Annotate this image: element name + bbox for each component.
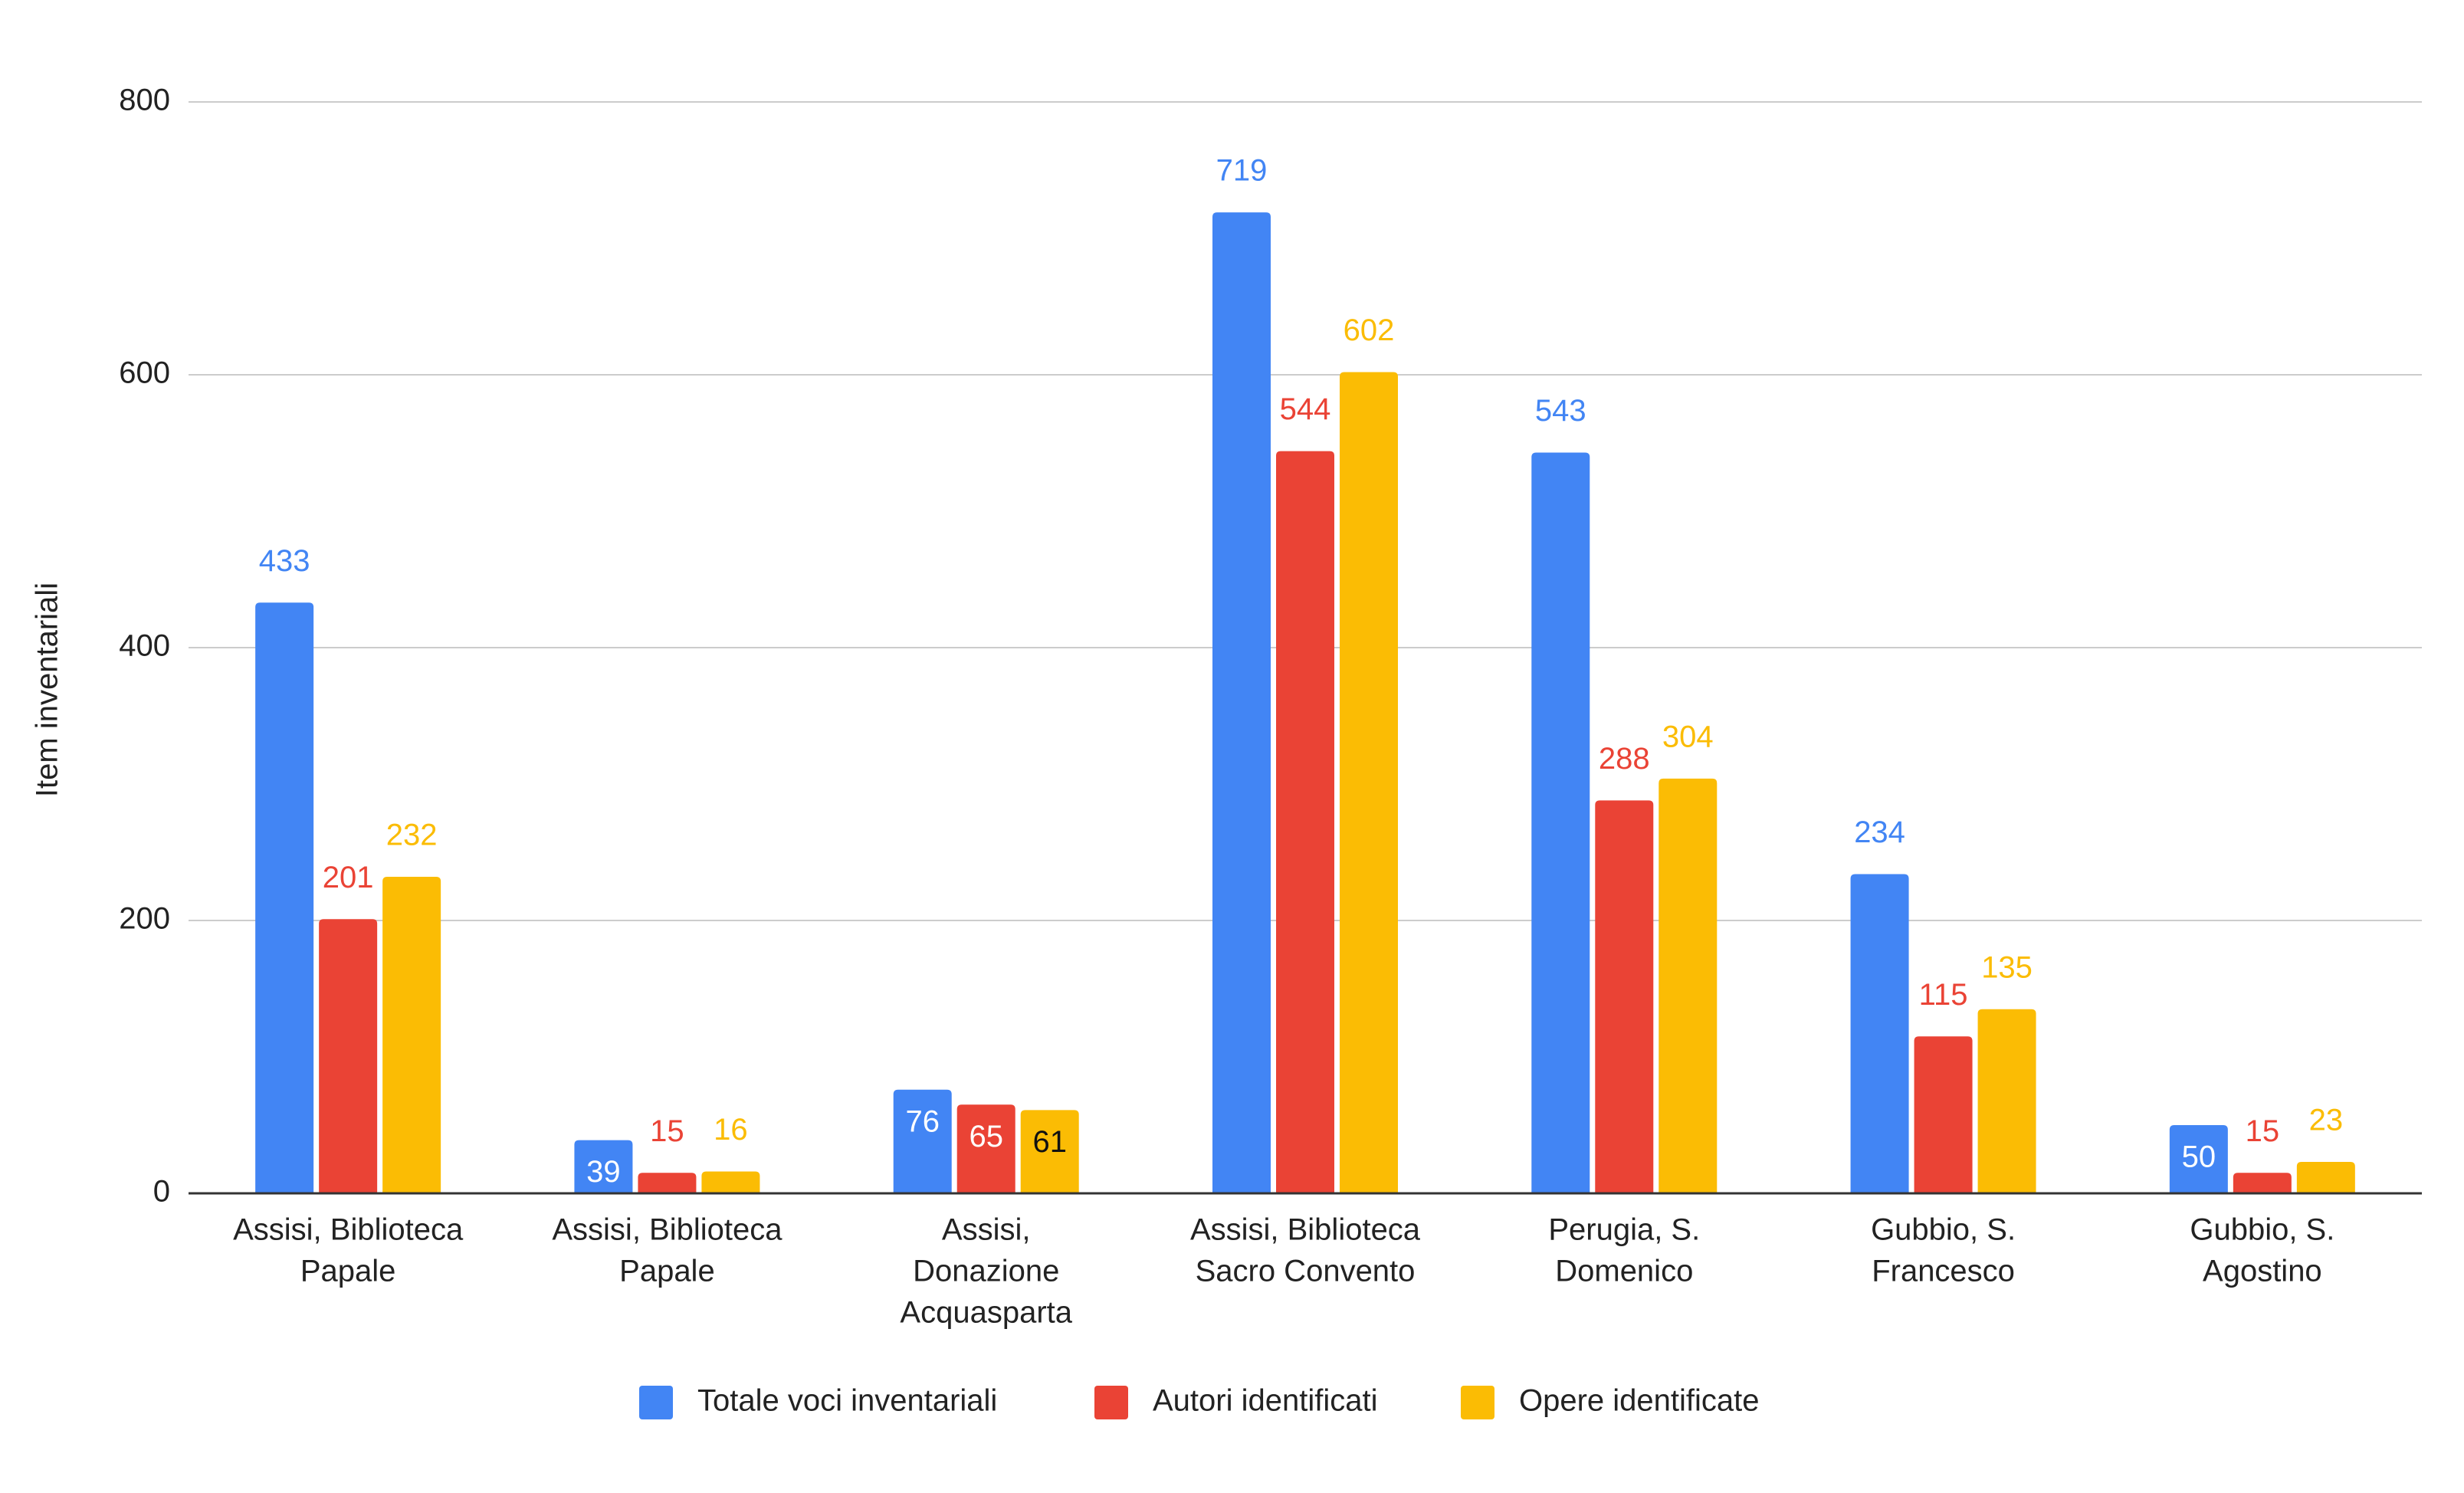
- x-category-label: Acquasparta: [900, 1296, 1072, 1330]
- data-label: 65: [969, 1120, 1003, 1153]
- bar: [893, 1089, 952, 1193]
- bar: [638, 1173, 697, 1193]
- bar: [255, 602, 314, 1193]
- bar: [1020, 1110, 1079, 1193]
- data-label: 304: [1662, 720, 1714, 753]
- y-axis-title: Item inventariali: [31, 582, 64, 797]
- bar: [319, 919, 378, 1193]
- data-label: 23: [2309, 1104, 2344, 1137]
- x-category-label: Papale: [619, 1255, 715, 1288]
- data-label: 719: [1216, 154, 1268, 188]
- y-tick-label: 0: [153, 1175, 170, 1209]
- data-label: 201: [323, 861, 374, 894]
- x-category-label: Domenico: [1555, 1255, 1693, 1288]
- y-tick-label: 600: [119, 356, 170, 390]
- bar: [2296, 1162, 2355, 1193]
- y-tick-label: 200: [119, 902, 170, 936]
- bar: [1595, 800, 1654, 1193]
- bar: [701, 1171, 760, 1193]
- bar: [1531, 452, 1590, 1193]
- data-labels: 433 201 232 39 15 16 76 65 61 719 544 602 543 288 304 2…: [259, 154, 2343, 1189]
- bar: [1340, 372, 1398, 1194]
- legend-swatch: [1094, 1386, 1128, 1419]
- bar: [382, 877, 441, 1193]
- legend: Totale voci inventariali Autori identific…: [639, 1384, 1760, 1419]
- x-category-label: Assisi, Biblioteca: [1190, 1213, 1421, 1247]
- data-label: 288: [1599, 742, 1650, 776]
- x-category-label: Assisi,: [942, 1213, 1031, 1247]
- data-label: 232: [386, 819, 438, 852]
- data-label: 50: [2182, 1140, 2216, 1174]
- bar: [1850, 874, 1909, 1193]
- x-category-label: Assisi, Biblioteca: [233, 1213, 464, 1247]
- data-label: 544: [1280, 392, 1331, 426]
- legend-swatch: [1461, 1386, 1494, 1419]
- data-label: 135: [1981, 950, 2033, 984]
- legend-label: Totale voci inventariali: [697, 1384, 997, 1418]
- bar: [1276, 451, 1334, 1193]
- bar: [574, 1140, 633, 1193]
- bar: [1659, 778, 1718, 1193]
- bar: [2233, 1173, 2292, 1193]
- legend-label: Autori identificati: [1153, 1384, 1377, 1418]
- data-label: 543: [1535, 394, 1586, 428]
- y-axis-ticks: 0 200 400 600 800: [119, 84, 170, 1209]
- bar: [1914, 1036, 1973, 1193]
- data-label: 39: [586, 1155, 621, 1189]
- data-label: 16: [714, 1113, 748, 1147]
- x-category-label: Perugia, S.: [1548, 1213, 1700, 1247]
- bars: [255, 212, 2355, 1194]
- data-label: 76: [905, 1104, 940, 1138]
- bar: [2169, 1125, 2228, 1193]
- data-label: 61: [1032, 1125, 1067, 1159]
- y-tick-label: 800: [119, 84, 170, 117]
- data-label: 15: [650, 1114, 684, 1148]
- x-category-label: Donazione: [913, 1255, 1059, 1288]
- bar: [1977, 1009, 2036, 1193]
- x-category-label: Assisi, Biblioteca: [552, 1213, 783, 1247]
- data-label: 234: [1854, 815, 1905, 849]
- x-axis-categories: Assisi, Biblioteca Papale Assisi, Bibliote…: [233, 1213, 2334, 1330]
- legend-label: Opere identificate: [1519, 1384, 1760, 1418]
- data-label: 15: [2246, 1114, 2280, 1148]
- legend-swatch: [639, 1386, 673, 1419]
- x-category-label: Sacro Convento: [1196, 1255, 1416, 1288]
- bar: [1212, 212, 1271, 1194]
- x-category-label: Papale: [300, 1255, 396, 1288]
- y-tick-label: 400: [119, 629, 170, 663]
- x-category-label: Gubbio, S.: [1871, 1213, 2016, 1247]
- x-category-label: Agostino: [2203, 1255, 2322, 1288]
- data-label: 433: [259, 544, 310, 578]
- data-label: 602: [1344, 313, 1395, 347]
- bar: [956, 1104, 1015, 1193]
- data-label: 115: [1919, 978, 1968, 1012]
- x-category-label: Gubbio, S.: [2190, 1213, 2334, 1247]
- x-category-label: Francesco: [1872, 1255, 2015, 1288]
